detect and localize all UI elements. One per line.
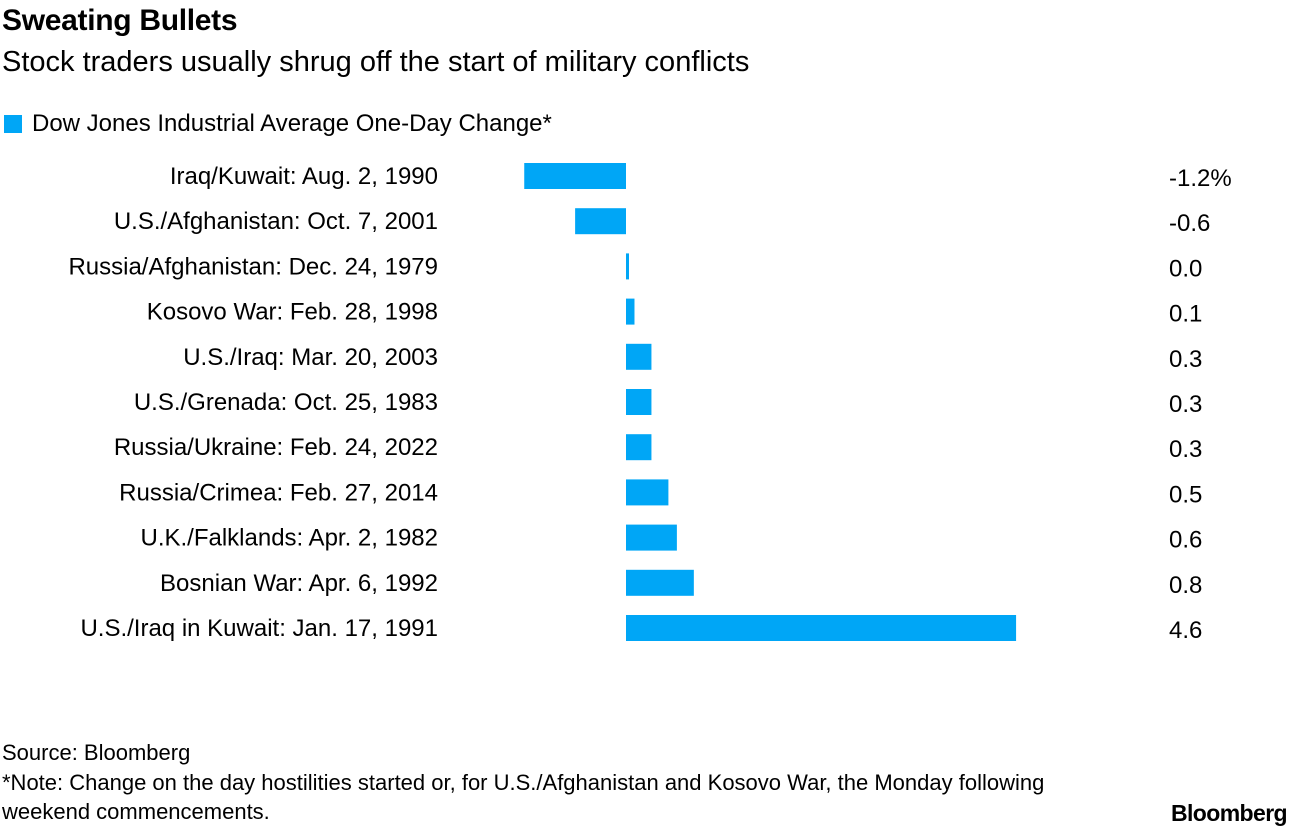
bar-chart: Iraq/Kuwait: Aug. 2, 1990 -1.2% U.S./Afgha… — [68, 163, 1232, 644]
value-label: 0.1 — [1169, 301, 1202, 328]
bar — [575, 208, 626, 235]
category-label: Bosnian War: Apr. 6, 1992 — [160, 570, 438, 597]
category-label: Russia/Crimea: Feb. 27, 2014 — [119, 479, 438, 506]
bar — [524, 163, 626, 189]
value-label: 0.3 — [1169, 391, 1202, 418]
chart-subtitle: Stock traders usually shrug off the star… — [2, 46, 750, 78]
category-label: Russia/Ukraine: Feb. 24, 2022 — [114, 434, 438, 461]
bar — [626, 298, 635, 325]
category-label: U.S./Grenada: Oct. 25, 1983 — [134, 389, 438, 416]
legend: Dow Jones Industrial Average One-Day Cha… — [4, 110, 552, 138]
category-label: U.S./Iraq in Kuwait: Jan. 17, 1991 — [80, 615, 438, 642]
category-label: U.S./Iraq: Mar. 20, 2003 — [183, 344, 438, 371]
bar — [626, 434, 652, 461]
bar — [626, 524, 677, 551]
bar — [626, 479, 669, 506]
value-label: 0.8 — [1169, 572, 1202, 599]
chart-title: Sweating Bullets — [2, 4, 238, 37]
category-label: U.S./Afghanistan: Oct. 7, 2001 — [114, 208, 438, 235]
value-label: 0.3 — [1169, 436, 1202, 463]
bar — [626, 343, 652, 370]
footnote: *Note: Change on the day hostilities sta… — [2, 770, 1045, 824]
value-label: 0.6 — [1169, 527, 1202, 554]
bar — [626, 253, 629, 280]
source-note: Source: Bloomberg — [2, 740, 191, 765]
category-label: Russia/Afghanistan: Dec. 24, 1979 — [68, 253, 438, 280]
value-label: 0.0 — [1169, 255, 1202, 282]
value-label: -1.2% — [1169, 165, 1232, 192]
category-label: Iraq/Kuwait: Aug. 2, 1990 — [170, 163, 438, 190]
value-label: 0.3 — [1169, 346, 1202, 373]
legend-label: Dow Jones Industrial Average One-Day Cha… — [32, 110, 552, 137]
bar — [626, 569, 694, 596]
bar — [626, 389, 652, 415]
bloomberg-logo: Bloomberg — [1171, 800, 1288, 826]
value-label: 4.6 — [1169, 617, 1202, 644]
value-label: -0.6 — [1169, 210, 1210, 237]
bar — [626, 615, 1017, 641]
value-label: 0.5 — [1169, 481, 1202, 508]
category-label: U.K./Falklands: Apr. 2, 1982 — [140, 525, 438, 552]
category-label: Kosovo War: Feb. 28, 1998 — [147, 299, 438, 326]
legend-swatch — [4, 115, 22, 133]
